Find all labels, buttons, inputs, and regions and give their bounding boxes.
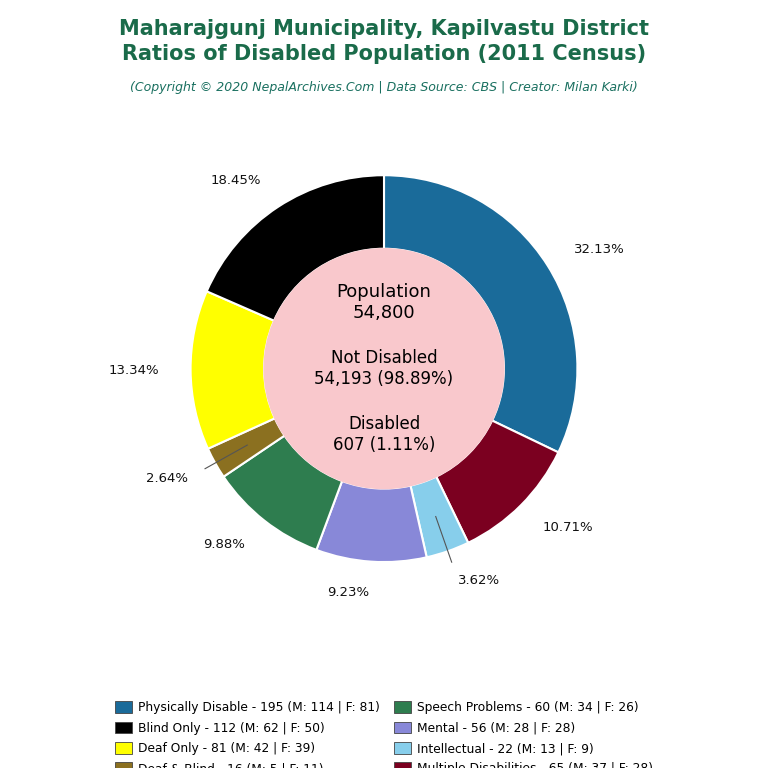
Text: 32.13%: 32.13% (574, 243, 624, 256)
Wedge shape (208, 419, 284, 477)
Wedge shape (384, 175, 578, 452)
Wedge shape (190, 291, 275, 449)
Text: 9.23%: 9.23% (327, 586, 369, 599)
Text: 9.88%: 9.88% (204, 538, 245, 551)
Text: 10.71%: 10.71% (543, 521, 594, 534)
Text: 3.62%: 3.62% (458, 574, 500, 587)
Wedge shape (436, 421, 558, 543)
Wedge shape (223, 435, 342, 550)
Text: (Copyright © 2020 NepalArchives.Com | Data Source: CBS | Creator: Milan Karki): (Copyright © 2020 NepalArchives.Com | Da… (130, 81, 638, 94)
Wedge shape (207, 175, 384, 321)
Text: Population
54,800: Population 54,800 (336, 283, 432, 322)
Text: 18.45%: 18.45% (210, 174, 261, 187)
Wedge shape (316, 481, 427, 562)
Text: Not Disabled
54,193 (98.89%): Not Disabled 54,193 (98.89%) (314, 349, 454, 388)
Wedge shape (410, 477, 468, 558)
Text: 13.34%: 13.34% (109, 364, 160, 377)
Circle shape (264, 249, 504, 488)
Text: Maharajgunj Municipality, Kapilvastu District
Ratios of Disabled Population (201: Maharajgunj Municipality, Kapilvastu Dis… (119, 19, 649, 64)
Text: 2.64%: 2.64% (146, 472, 188, 485)
Text: Disabled
607 (1.11%): Disabled 607 (1.11%) (333, 415, 435, 454)
Legend: Physically Disable - 195 (M: 114 | F: 81), Blind Only - 112 (M: 62 | F: 50), Dea: Physically Disable - 195 (M: 114 | F: 81… (110, 697, 658, 768)
